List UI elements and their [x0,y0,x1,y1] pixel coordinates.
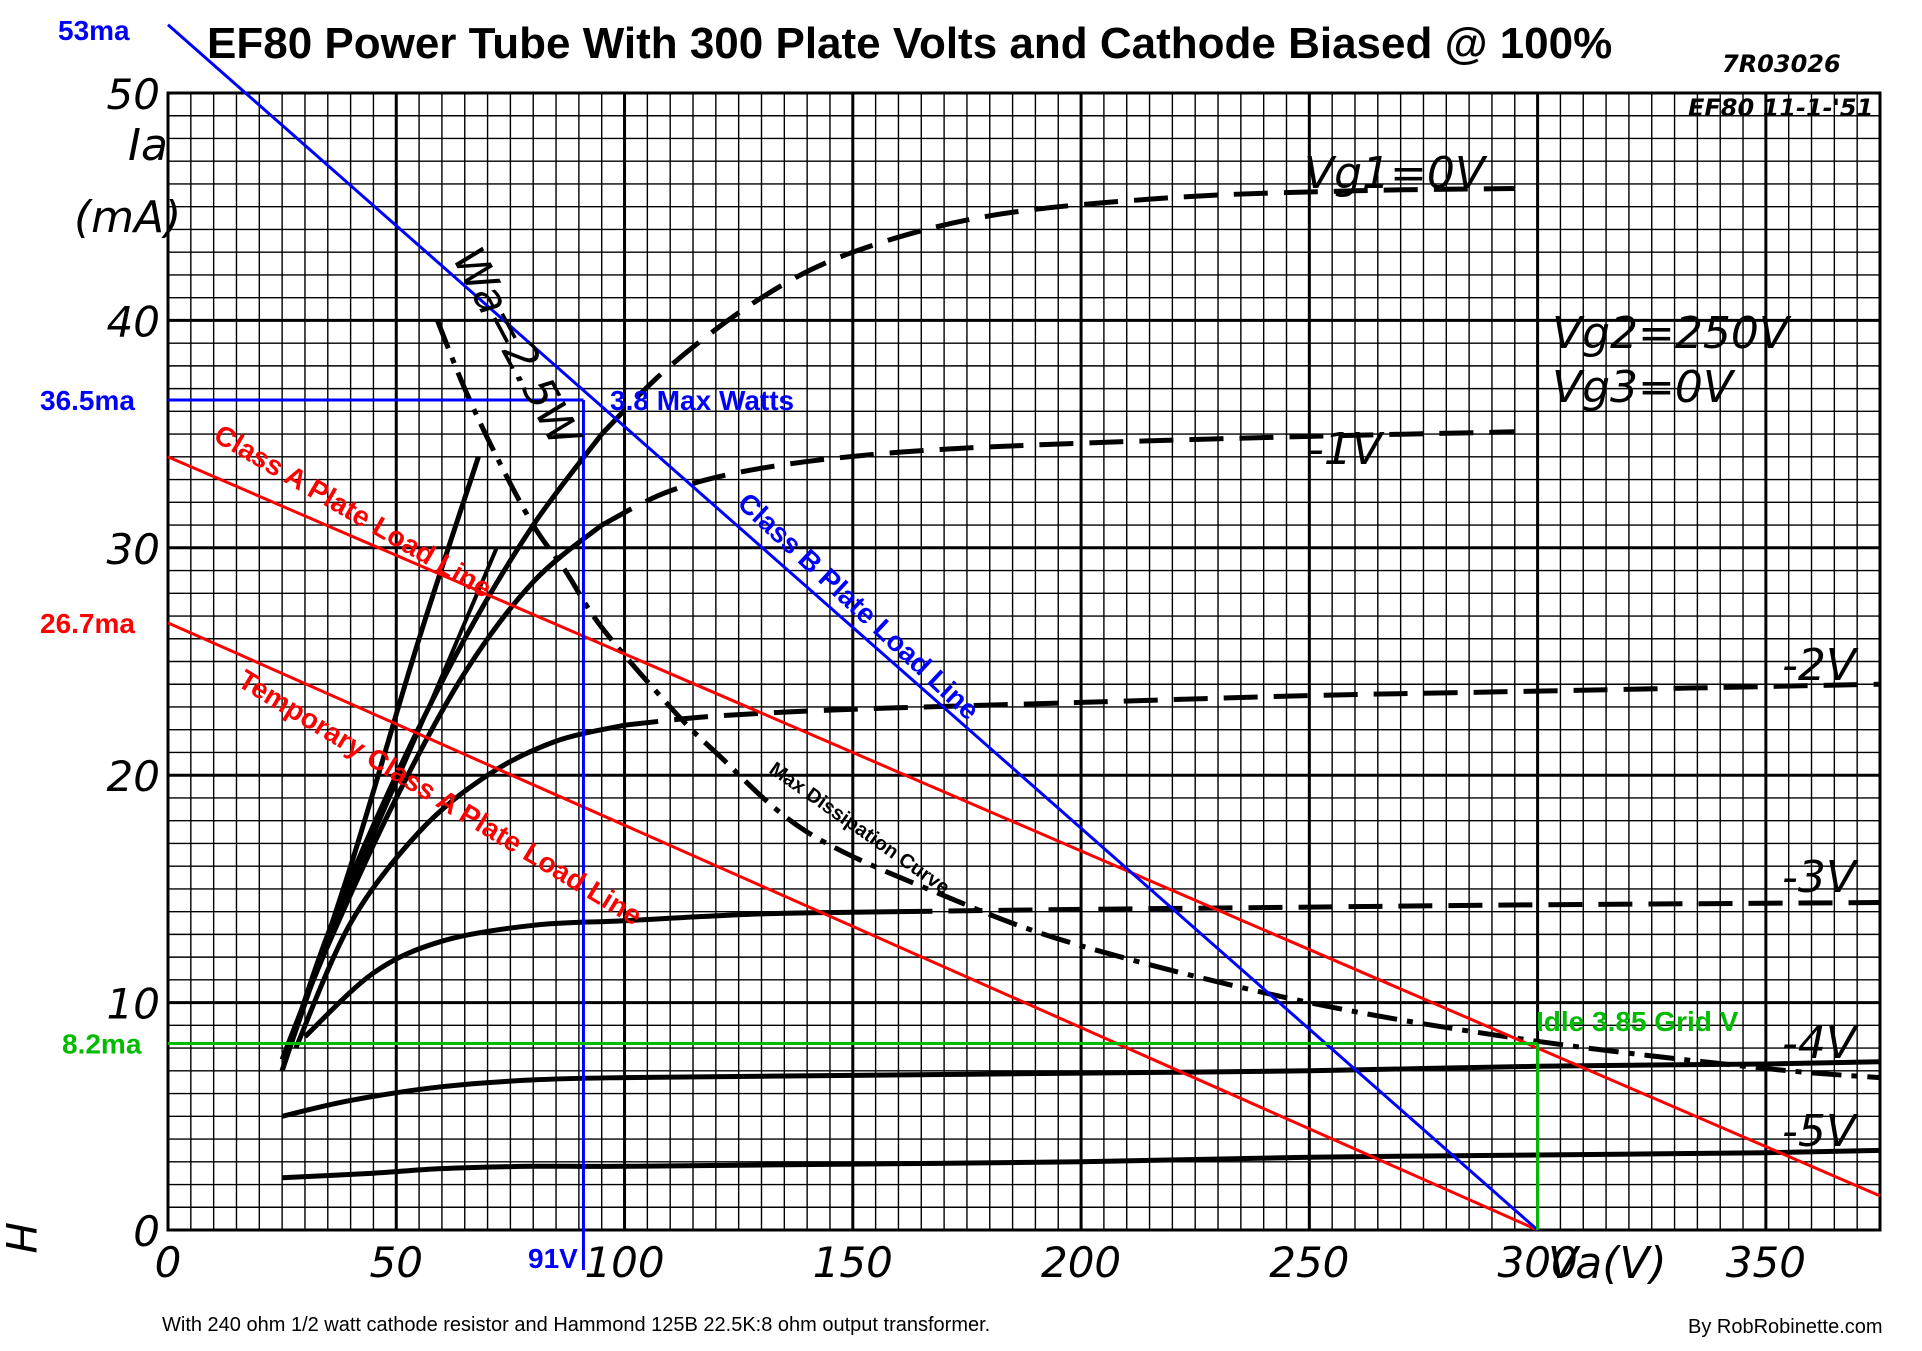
y-tick-label: 0 [133,1207,160,1256]
plate-curve-5v [281,1147,1881,1181]
labels: 0 50 100 150 200 250 300 350 0 10 20 30 40 50 53ma 36.5… [40,15,1859,1287]
y-tick-label: 10 [107,980,160,1029]
x-tick-label: 250 [1269,1238,1349,1287]
x-tick-label: 350 [1726,1238,1806,1287]
x-tick-label: 0 [155,1238,182,1287]
plot-frame [166,91,1882,1232]
tube-code: 7R03026 [1722,50,1841,78]
x-tick-label: 50 [370,1238,423,1287]
label-class-a-load-line: Class A Plate Load Line [209,418,497,603]
annotation-53ma: 53ma [58,15,130,46]
plate-curve-1v-dashed [600,429,1515,528]
annotation-36-5ma: 36.5ma [40,385,135,416]
label-class-b-load-line: Class B Plate Load Line [732,487,985,726]
curve-label-minus-2v: -2V [1782,640,1859,691]
x-axis-label: Va(V) [1548,1238,1667,1289]
datasheet-tag: EF80 11-1-'51 [1688,94,1873,122]
condition-vg2: Vg2=250V [1552,308,1792,359]
plate-curve-4v [281,1059,1881,1119]
y-tick-label: 30 [107,525,160,574]
load-line-class-b-plate-load-line [167,23,1539,1232]
x-tick-label: 300 [1498,1238,1578,1287]
x-tick-label: 150 [813,1238,893,1287]
load-lines [167,23,1881,1270]
annotation-max-watts: 3.8 Max Watts [610,385,794,416]
annotation-8-2ma: 8.2ma [62,1029,142,1060]
side-mark: H [0,1222,45,1254]
annotation-26-7ma: 26.7ma [40,608,135,639]
plate-curve-knee-stroke [280,547,499,1061]
x-tick-label: 100 [584,1238,664,1287]
plate-curve-3v [303,909,899,1039]
y-tick-label: 20 [107,752,160,801]
curve-label-vg1-0v: Vg1=0V [1304,148,1488,199]
plate-curve-vg1-0v-dashed [599,186,1515,436]
curve-label-minus-3v: -3V [1782,852,1859,903]
footnote: With 240 ohm 1/2 watt cathode resistor a… [162,1314,990,1336]
plate-curve-2v-dashed [624,681,1881,728]
curve-label-minus-5v: -5V [1782,1106,1859,1157]
y-tick-label: 50 [107,70,160,119]
condition-vg3: Vg3=0V [1552,362,1736,413]
y-axis-label-unit: (mA) [74,192,181,243]
grid [166,91,1882,1232]
chart-title: EF80 Power Tube With 300 Plate Volts and… [207,19,1612,68]
annotation-idle: Idle 3.85 Grid V [1536,1006,1739,1037]
dissipation-curve [435,319,1881,1081]
y-axis-label-symbol: Ia [128,120,168,171]
label-max-dissipation: Max Dissipation Curve [765,758,953,899]
annotation-91v: 91V [528,1243,578,1274]
curve-label-minus-1v: -1V [1308,424,1385,475]
y-tick-label: 40 [107,297,160,346]
plate-curve-2v [293,722,626,1050]
plate-curve-3v-dashed [898,900,1881,915]
load-line-temporary-class-a-plate-load-line [167,621,1539,1232]
x-tick-label: 200 [1041,1238,1121,1287]
load-line-class-a-plate-load-line [167,455,1881,1198]
curve-label-minus-4v: -4V [1782,1018,1859,1069]
credit: By RobRobinette.com [1688,1316,1883,1338]
tube-curves [279,186,1881,1181]
